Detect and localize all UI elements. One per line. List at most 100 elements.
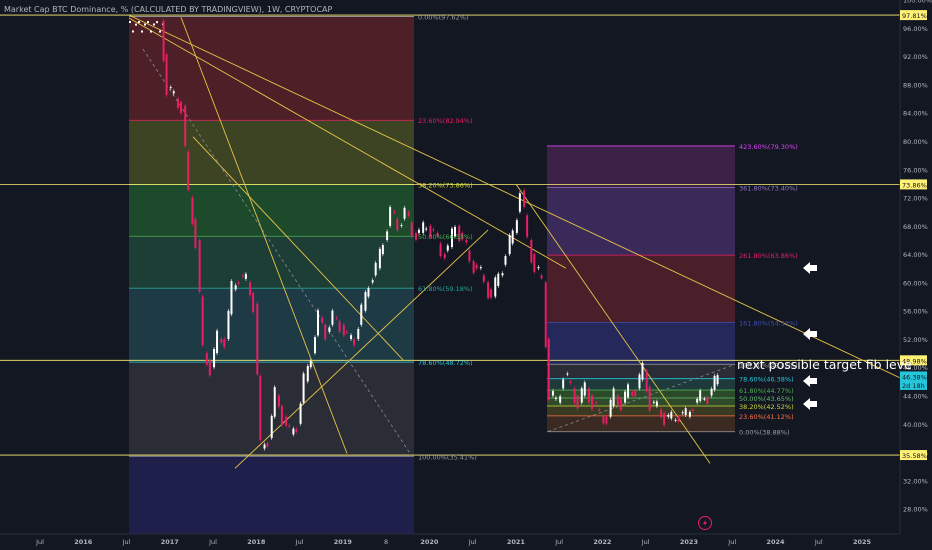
x-tick-label: 2021	[507, 538, 526, 546]
fib-bands	[129, 16, 735, 550]
candle	[619, 399, 622, 410]
candle	[280, 406, 283, 426]
candle	[393, 211, 396, 213]
candle	[367, 288, 370, 297]
candle	[132, 30, 134, 33]
candle	[472, 261, 475, 273]
candle	[688, 411, 691, 417]
candle	[667, 414, 670, 417]
y-tick-label: 56.00%	[903, 308, 928, 316]
candle	[475, 264, 478, 269]
x-tick-label: 2024	[766, 538, 785, 546]
trendline	[234, 229, 489, 469]
fib-target-annotation: next possible target fib leve	[737, 357, 912, 372]
candle	[338, 321, 341, 332]
fib-band	[547, 378, 735, 391]
candle	[141, 30, 143, 33]
candle	[468, 250, 471, 262]
price-tag-label: 73.86%	[902, 181, 927, 189]
candle	[138, 21, 140, 24]
fib-band	[129, 120, 414, 185]
x-tick-label: 2022	[593, 538, 611, 546]
x-tick-label: 2019	[334, 538, 353, 546]
candle	[144, 23, 146, 26]
candle	[605, 416, 608, 424]
candle	[172, 91, 175, 94]
candle	[547, 338, 550, 400]
x-tick-label: 2020	[420, 538, 439, 546]
candle	[422, 222, 425, 233]
candle	[591, 395, 593, 409]
trendline	[192, 136, 405, 362]
candle	[674, 419, 677, 421]
y-tick-label: 32.00%	[903, 477, 928, 485]
candle	[458, 225, 461, 241]
x-tick-label: Jul	[35, 538, 44, 546]
candle	[205, 353, 208, 365]
annotation-arrows	[803, 262, 817, 410]
candle	[490, 289, 493, 298]
fib-band	[129, 288, 414, 363]
candle	[263, 444, 266, 449]
candle	[641, 362, 644, 380]
x-tick-label: Jul	[814, 538, 823, 546]
candle	[302, 373, 305, 403]
candle	[446, 245, 449, 251]
candle	[580, 388, 583, 403]
y-tick-label: 52.00%	[903, 336, 928, 344]
candle	[530, 239, 533, 263]
y-tick-label: 64.00%	[903, 251, 928, 259]
candle	[156, 21, 158, 24]
candle	[573, 388, 576, 404]
candle	[501, 273, 504, 276]
fib-level-label: 100.00%(48.42%)	[739, 361, 798, 369]
candle	[436, 232, 439, 237]
x-tick-label: Jul	[122, 538, 131, 546]
candle	[487, 282, 490, 298]
candle	[616, 395, 619, 406]
price-tag-label: 2d 18h	[902, 382, 925, 390]
y-tick-label: 44.00%	[903, 393, 928, 401]
candle	[295, 429, 298, 432]
y-tick-label: 40.00%	[903, 421, 928, 429]
candle	[187, 151, 190, 190]
fib-level-label: 23.60%(41.12%)	[739, 413, 794, 421]
fib-level-label: 38.20%(73.86%)	[418, 181, 473, 189]
candle	[252, 293, 255, 313]
candle	[208, 360, 211, 376]
candle	[386, 231, 389, 240]
candle	[454, 226, 456, 237]
trendline	[128, 14, 901, 379]
candle	[165, 54, 168, 96]
candle	[559, 396, 562, 403]
candle	[162, 20, 165, 61]
fib-band	[129, 184, 414, 237]
candle	[537, 267, 540, 269]
candle	[609, 399, 612, 417]
fib-level-label: 0.00%(38.88%)	[739, 429, 790, 437]
candle	[716, 375, 719, 385]
replay-icon[interactable]	[698, 516, 712, 530]
y-tick-label: 100.00%	[903, 0, 932, 5]
fib-band	[547, 415, 735, 432]
fib-level-label: 38.20%(42.52%)	[739, 403, 794, 411]
fib-band	[547, 187, 735, 256]
x-tick-label: Jul	[641, 538, 650, 546]
fib-level-label: 50.00%(66.53%)	[418, 233, 473, 241]
candle	[350, 335, 353, 339]
candle	[523, 190, 526, 207]
candle	[321, 317, 324, 323]
candle	[677, 416, 680, 422]
price-tag	[900, 355, 927, 366]
candle	[335, 317, 338, 319]
candle	[634, 390, 637, 397]
candle	[364, 291, 367, 311]
price-tag	[900, 179, 927, 190]
y-tick-label: 76.00%	[903, 166, 928, 174]
fib-band	[547, 255, 735, 323]
y-tick-label: 68.00%	[903, 223, 928, 231]
fib-level-label: 0.00%(97.62%)	[418, 13, 469, 21]
x-tick-label: Jul	[295, 538, 304, 546]
candle	[213, 348, 216, 368]
